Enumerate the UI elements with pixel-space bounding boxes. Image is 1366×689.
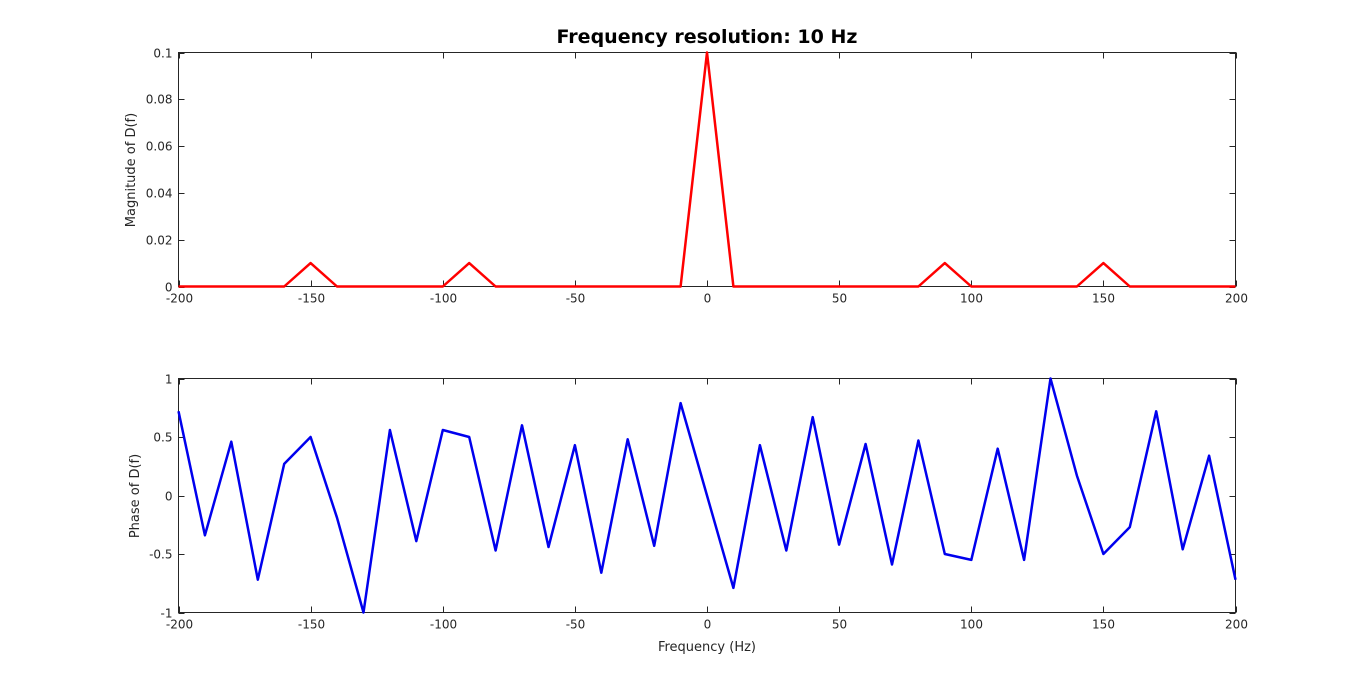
phase-x-tick-label: 100 (960, 618, 983, 632)
phase-x-ticks: -200 -150 -100 -50 0 50 100 150 200 (166, 378, 1248, 632)
phase-x-tick-label: -200 (166, 618, 193, 632)
magnitude-x-tick-label: -150 (298, 292, 325, 306)
phase-y-tick-label: -0.5 (149, 548, 172, 562)
magnitude-x-tick-label: 50 (832, 292, 847, 306)
phase-y-axis-label: Phase of D(f) (128, 454, 143, 538)
magnitude-x-tick-label: 150 (1092, 292, 1115, 306)
magnitude-y-ticks: 0 0.02 0.04 0.06 0.08 0.1 (146, 47, 1236, 295)
magnitude-x-tick-label: -200 (166, 292, 193, 306)
magnitude-y-axis-label: Magnitude of D(f) (124, 113, 139, 227)
magnitude-x-tick-label: -50 (566, 292, 586, 306)
phase-y-tick-label: 1 (165, 373, 173, 387)
magnitude-plot: Frequency resolution: 10 Hz -200 -150 -100… (124, 26, 1248, 306)
magnitude-x-tick-label: -100 (430, 292, 457, 306)
magnitude-axes-box (178, 52, 1236, 287)
magnitude-y-tick-label: 0 (165, 281, 173, 295)
magnitude-series-line (178, 51, 1236, 288)
phase-y-tick-label: 0 (165, 490, 173, 504)
phase-x-tick-label: 150 (1092, 618, 1115, 632)
chart-title: Frequency resolution: 10 Hz (557, 26, 858, 48)
phase-x-axis-label: Frequency (Hz) (658, 640, 756, 655)
magnitude-x-ticks: -200 -150 -100 -50 0 50 100 150 200 (166, 52, 1248, 306)
magnitude-y-tick-label: 0.1 (153, 47, 172, 61)
phase-x-tick-label: 0 (704, 618, 712, 632)
phase-plot: -200 -150 -100 -50 0 50 100 150 200 -1-0.500.51 … (128, 373, 1248, 656)
magnitude-x-tick-label: 0 (704, 292, 712, 306)
phase-y-ticks: -1 -0.5 0 0.5 1 (149, 373, 1236, 621)
phase-y-tick-label: -1 (161, 607, 173, 621)
magnitude-x-tick-label: 200 (1225, 292, 1248, 306)
magnitude-x-tick-label: 100 (960, 292, 983, 306)
phase-x-tick-label: -50 (566, 618, 586, 632)
magnitude-y-tick-label: 0.02 (146, 234, 173, 248)
phase-x-tick-label: -150 (298, 618, 325, 632)
phase-series-line (177, 377, 1237, 614)
magnitude-y-tick-label: 0.06 (146, 140, 173, 154)
magnitude-y-tick-label: 0.08 (146, 93, 173, 107)
magnitude-y-tick-label: 0.04 (146, 187, 173, 201)
phase-x-tick-label: -100 (430, 618, 457, 632)
phase-x-tick-label: 50 (832, 618, 847, 632)
phase-x-tick-label: 200 (1225, 618, 1248, 632)
phase-y-tick-label: 0.5 (153, 431, 172, 445)
